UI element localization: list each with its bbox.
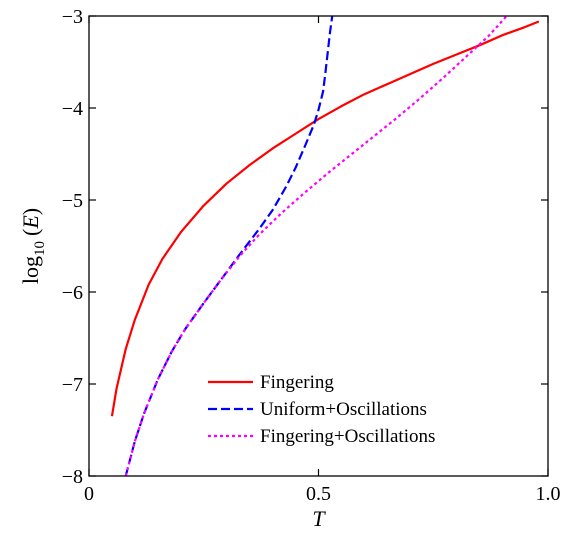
- y-tick-label: −4: [62, 98, 83, 120]
- legend-label: Fingering+Oscillations: [260, 426, 435, 447]
- x-axis-title: T: [312, 506, 326, 531]
- legend-label: Uniform+Oscillations: [260, 399, 427, 420]
- y-axis-title-log: log: [18, 256, 43, 284]
- y-tick-label: −6: [62, 282, 83, 304]
- y-tick-label: −3: [62, 6, 83, 28]
- legend: Fingering Uniform+Oscillations Fingering+O…: [208, 372, 435, 447]
- x-tick-label: 1.0: [536, 483, 561, 505]
- y-axis-title-close-paren: ): [18, 208, 43, 215]
- y-axis-title-open-paren: (: [18, 229, 43, 236]
- axis-ticks: [88, 15, 549, 477]
- tick-labels: 0 0.5 1.0 −3 −4 −5 −6 −7 −8: [62, 6, 561, 505]
- y-tick-label: −8: [62, 466, 83, 488]
- series-line-fingering: [110, 20, 540, 417]
- y-tick-label: −7: [62, 374, 83, 396]
- y-axis-title-subscript: 10: [32, 241, 48, 256]
- legend-label: Fingering: [260, 372, 334, 393]
- x-tick-label: 0: [84, 483, 94, 505]
- y-axis-title-arg: E: [18, 215, 43, 230]
- y-tick-label: −5: [62, 190, 83, 212]
- plot-area: [110, 16, 540, 476]
- y-axis-title: log10 (E): [18, 208, 48, 284]
- series-line-uniform-oscillations: [124, 16, 334, 476]
- x-tick-label: 0.5: [306, 483, 331, 505]
